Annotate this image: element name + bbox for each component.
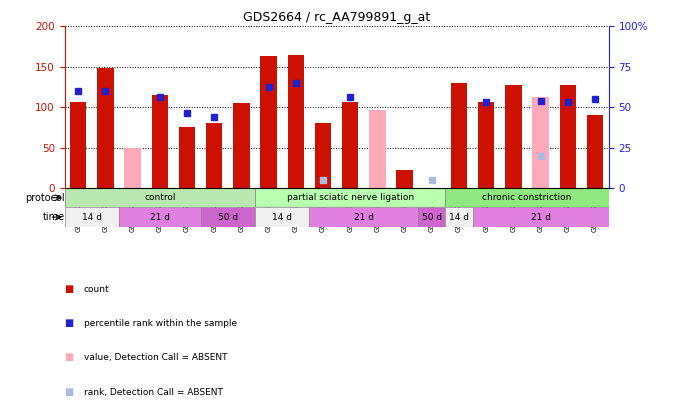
- Bar: [70, 102, 86, 188]
- Text: rank, Detection Call = ABSENT: rank, Detection Call = ABSENT: [84, 388, 222, 397]
- Title: GDS2664 / rc_AA799891_g_at: GDS2664 / rc_AA799891_g_at: [243, 11, 430, 24]
- Bar: [587, 115, 603, 188]
- Text: 21 d: 21 d: [354, 213, 374, 222]
- Bar: [560, 85, 576, 188]
- Text: chronic constriction: chronic constriction: [482, 193, 572, 202]
- Bar: [152, 95, 168, 188]
- Text: control: control: [144, 193, 175, 202]
- Text: ■: ■: [65, 318, 74, 328]
- Bar: [445, 188, 609, 207]
- Bar: [255, 207, 309, 227]
- Text: value, Detection Call = ABSENT: value, Detection Call = ABSENT: [84, 354, 227, 362]
- Text: 14 d: 14 d: [449, 213, 469, 222]
- Bar: [418, 207, 445, 227]
- Bar: [233, 103, 250, 188]
- Text: ■: ■: [65, 352, 74, 362]
- Bar: [206, 124, 222, 188]
- Text: partial sciatic nerve ligation: partial sciatic nerve ligation: [287, 193, 413, 202]
- Bar: [445, 207, 473, 227]
- Text: ■: ■: [65, 284, 74, 294]
- Bar: [124, 147, 141, 188]
- Bar: [532, 97, 549, 188]
- Bar: [369, 110, 386, 188]
- Bar: [396, 170, 413, 188]
- Text: count: count: [84, 285, 109, 294]
- Bar: [97, 68, 114, 188]
- Text: 14 d: 14 d: [82, 213, 102, 222]
- Bar: [396, 170, 413, 188]
- Bar: [65, 188, 255, 207]
- Bar: [342, 102, 358, 188]
- Text: 14 d: 14 d: [272, 213, 292, 222]
- Text: percentile rank within the sample: percentile rank within the sample: [84, 319, 237, 328]
- Text: 21 d: 21 d: [530, 213, 551, 222]
- Text: 50 d: 50 d: [218, 213, 238, 222]
- Bar: [65, 207, 119, 227]
- Text: time: time: [42, 212, 65, 222]
- Bar: [309, 207, 418, 227]
- Bar: [315, 124, 331, 188]
- Text: 50 d: 50 d: [422, 213, 442, 222]
- Bar: [478, 102, 494, 188]
- Bar: [505, 85, 522, 188]
- Bar: [119, 207, 201, 227]
- Bar: [255, 188, 445, 207]
- Bar: [179, 127, 195, 188]
- Bar: [288, 55, 304, 188]
- Bar: [201, 207, 255, 227]
- Bar: [473, 207, 609, 227]
- Bar: [260, 56, 277, 188]
- Bar: [451, 83, 467, 188]
- Text: ■: ■: [65, 387, 74, 397]
- Text: protocol: protocol: [25, 193, 65, 202]
- Text: 21 d: 21 d: [150, 213, 170, 222]
